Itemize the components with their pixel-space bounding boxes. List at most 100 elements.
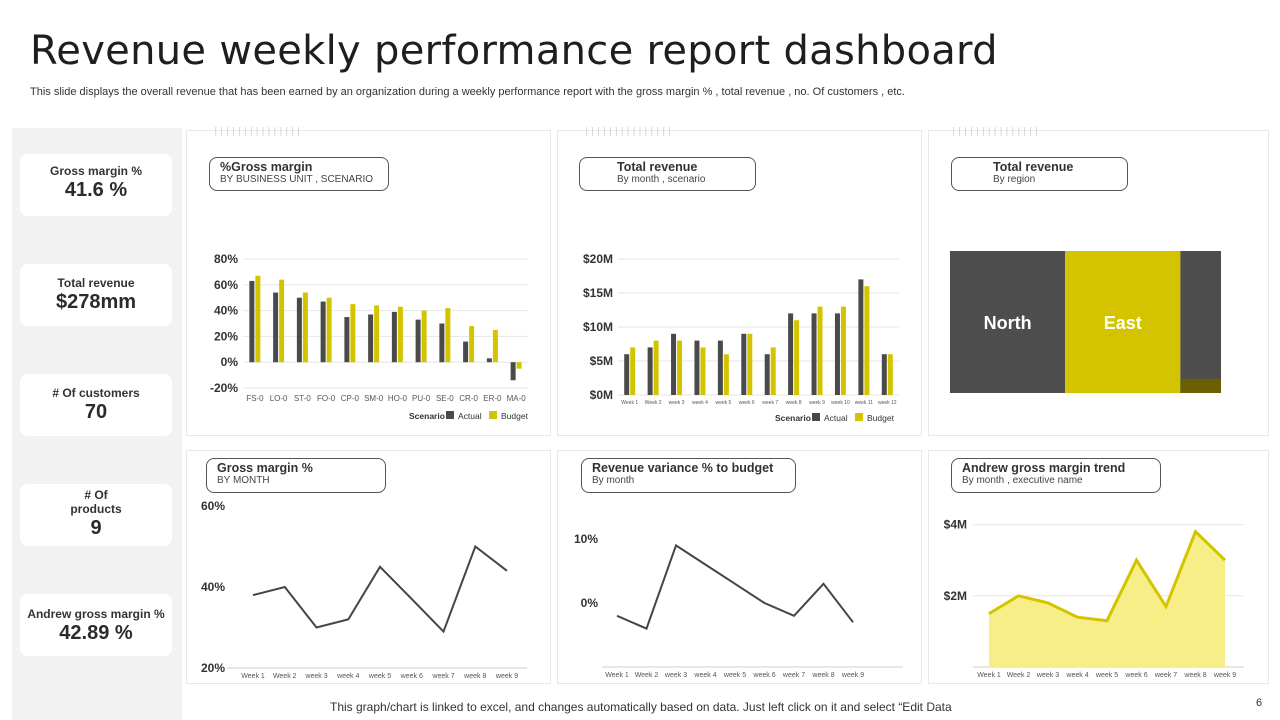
andrew-trend-chart: $4M $2M Week 1 Week 2 week 3 week 4 week 5 week…: [944, 518, 1244, 679]
x-tick-label: week 9: [841, 672, 864, 679]
bar-budget: [653, 340, 659, 395]
chart-title: Total revenue: [993, 160, 1074, 174]
panel-andrew-trend: Andrew gross margin trend By month , exe…: [928, 450, 1269, 684]
legend-label: Actual: [458, 411, 482, 421]
chart-title-chip: Revenue variance % to budget By month: [581, 458, 796, 493]
y-tick-label: -20%: [210, 381, 238, 395]
chart-title-chip: Andrew gross margin trend By month , exe…: [951, 458, 1161, 493]
panel-tick-strip: |||||||||||||||: [951, 127, 1040, 137]
kpi-value: 42.89 %: [59, 622, 133, 644]
bar-actual: [273, 292, 279, 363]
treemap-label: North: [984, 313, 1032, 333]
x-tick-label: week 4: [693, 672, 716, 679]
y-tick-label: $2M: [944, 589, 967, 603]
series-line: [252, 544, 508, 634]
page-number: 6: [1256, 697, 1263, 709]
chart-title: Total revenue: [617, 160, 698, 174]
chart-title-chip: Total revenue By month , scenario: [579, 157, 756, 191]
chart-title: %Gross margin: [220, 160, 313, 174]
legend-swatch-budget: [855, 413, 863, 421]
chart-subtitle: By region: [993, 174, 1036, 185]
x-tick-label: Week 1: [621, 400, 638, 406]
legend-title: Scenario: [409, 411, 445, 421]
chart-subtitle: BY BUSINESS UNIT , SCENARIO: [220, 174, 374, 185]
x-tick-label: week 7: [762, 400, 778, 406]
panel-total-revenue-month: ||||||||||||||| Total revenue By month ,…: [557, 127, 922, 436]
bar-budget: [445, 308, 451, 363]
kpi-label: Andrew gross margin %: [27, 607, 165, 621]
x-tick-label: Week 1: [977, 672, 1001, 679]
bar-actual: [486, 358, 492, 363]
bar-actual: [415, 319, 421, 363]
bar-budget: [723, 354, 729, 395]
x-tick-label: ER-0: [483, 394, 502, 403]
x-tick-label: LO-0: [270, 394, 288, 403]
legend-swatch-actual: [812, 413, 820, 421]
kpi-card-customers: # Of customers 70: [20, 374, 172, 436]
bar-budget: [397, 306, 403, 363]
bar-actual: [741, 333, 747, 395]
x-tick-label: week 8: [786, 400, 802, 406]
page-title: Revenue weekly performance report dashbo…: [30, 28, 998, 74]
bar-actual: [249, 280, 255, 363]
series-line: [616, 543, 854, 630]
legend-label: Budget: [501, 411, 529, 421]
x-tick-label: week 9: [1213, 672, 1236, 679]
bar-actual: [858, 279, 864, 395]
treemap-cell: [1065, 251, 1181, 393]
y-tick-label: 60%: [214, 278, 238, 292]
x-tick-label: Week 2: [1007, 672, 1031, 679]
bar-budget: [700, 347, 706, 395]
kpi-card-products: # Of products 9: [20, 484, 172, 546]
bar-budget: [469, 326, 475, 363]
x-tick-label: Week 1: [605, 672, 629, 679]
total-revenue-region-treemap: North East: [950, 251, 1221, 393]
bar-actual: [811, 313, 817, 395]
x-tick-label: week 5: [368, 673, 391, 680]
chart-title: Andrew gross margin trend: [962, 461, 1126, 475]
gross-margin-business-chart: 80% 60% 40% 20% 0% -20% FS-0 LO-0 ST-0 FO-0 CP-0 SM…: [210, 252, 529, 421]
y-tick-label: $15M: [583, 286, 613, 300]
x-tick-label: CP-0: [341, 394, 360, 403]
bar-actual: [510, 362, 516, 381]
y-tick-label: $20M: [583, 252, 613, 266]
y-tick-label: $5M: [590, 354, 613, 368]
x-tick-label: week 4: [692, 400, 708, 406]
bar-budget: [279, 279, 285, 363]
x-tick-label: week 5: [715, 400, 731, 406]
bar-budget: [817, 306, 823, 395]
x-tick-label: SM-0: [364, 394, 384, 403]
x-tick-label: Week 1: [241, 673, 265, 680]
bar-actual: [694, 340, 700, 395]
page-subtitle: This slide displays the overall revenue …: [30, 86, 905, 98]
bar-budget: [421, 310, 427, 363]
legend-swatch-budget: [489, 411, 497, 419]
kpi-label: Gross margin %: [49, 164, 143, 178]
x-tick-label: SE-0: [436, 394, 454, 403]
y-tick-label: $4M: [944, 518, 967, 532]
x-tick-label: PU-0: [412, 394, 431, 403]
panel-tick-strip: |||||||||||||||: [584, 127, 673, 137]
bar-budget: [255, 275, 261, 363]
kpi-card-andrew-gross-margin: Andrew gross margin % 42.89 %: [20, 594, 172, 656]
kpi-value: 70: [84, 401, 108, 423]
chart-title: Revenue variance % to budget: [592, 461, 774, 475]
bar-budget: [350, 304, 356, 363]
x-tick-label: FO-0: [317, 394, 336, 403]
bar-budget: [516, 362, 522, 369]
gross-margin-month-chart: 60% 40% 20% Week 1 Week 2 week 3 week 4 week 5 w…: [201, 499, 527, 680]
chart-title-chip: Gross margin % BY MONTH: [206, 458, 386, 493]
x-tick-label: week 8: [463, 673, 486, 680]
x-tick-label: week 10: [831, 400, 850, 406]
x-tick-label: ST-0: [294, 394, 311, 403]
bar-budget: [630, 347, 636, 395]
series-line: [988, 529, 1227, 623]
chart-subtitle: By month , scenario: [617, 174, 706, 185]
x-tick-label: MA-0: [507, 394, 527, 403]
chart-subtitle: By month: [592, 475, 635, 486]
bar-budget: [747, 333, 753, 395]
kpi-value: 41.6 %: [64, 179, 128, 201]
revenue-variance-chart: 10% 0% Week 1 Week 2 week 3 week 4 week 5 week …: [574, 532, 903, 679]
bar-actual: [788, 313, 794, 395]
chart-subtitle: BY MONTH: [217, 475, 270, 486]
